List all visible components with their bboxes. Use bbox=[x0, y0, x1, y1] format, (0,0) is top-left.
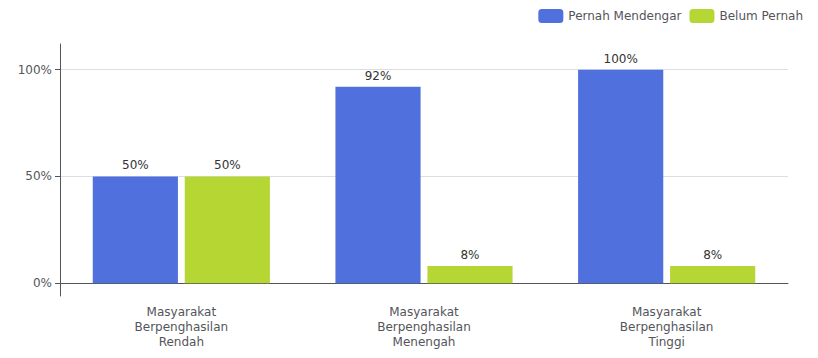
svg-text:50%: 50% bbox=[122, 158, 149, 172]
svg-text:Berpenghasilan: Berpenghasilan bbox=[377, 320, 471, 334]
svg-text:8%: 8% bbox=[703, 248, 722, 262]
svg-text:Berpenghasilan: Berpenghasilan bbox=[620, 320, 714, 334]
svg-text:0%: 0% bbox=[33, 276, 52, 290]
svg-text:Pernah Mendengar: Pernah Mendengar bbox=[568, 9, 681, 23]
svg-text:Berpenghasilan: Berpenghasilan bbox=[135, 320, 229, 334]
svg-text:Menengah: Menengah bbox=[393, 335, 456, 349]
svg-text:100%: 100% bbox=[18, 63, 52, 77]
svg-text:92%: 92% bbox=[365, 69, 392, 83]
svg-text:Masyarakat: Masyarakat bbox=[389, 305, 459, 319]
svg-text:100%: 100% bbox=[604, 52, 638, 66]
svg-text:Masyarakat: Masyarakat bbox=[147, 305, 217, 319]
svg-text:Tinggi: Tinggi bbox=[647, 335, 684, 349]
svg-text:Masyarakat: Masyarakat bbox=[632, 305, 702, 319]
svg-text:50%: 50% bbox=[25, 169, 52, 183]
svg-text:Rendah: Rendah bbox=[159, 335, 204, 349]
svg-text:Belum Pernah: Belum Pernah bbox=[719, 9, 803, 23]
svg-text:8%: 8% bbox=[460, 248, 479, 262]
svg-text:50%: 50% bbox=[214, 158, 241, 172]
